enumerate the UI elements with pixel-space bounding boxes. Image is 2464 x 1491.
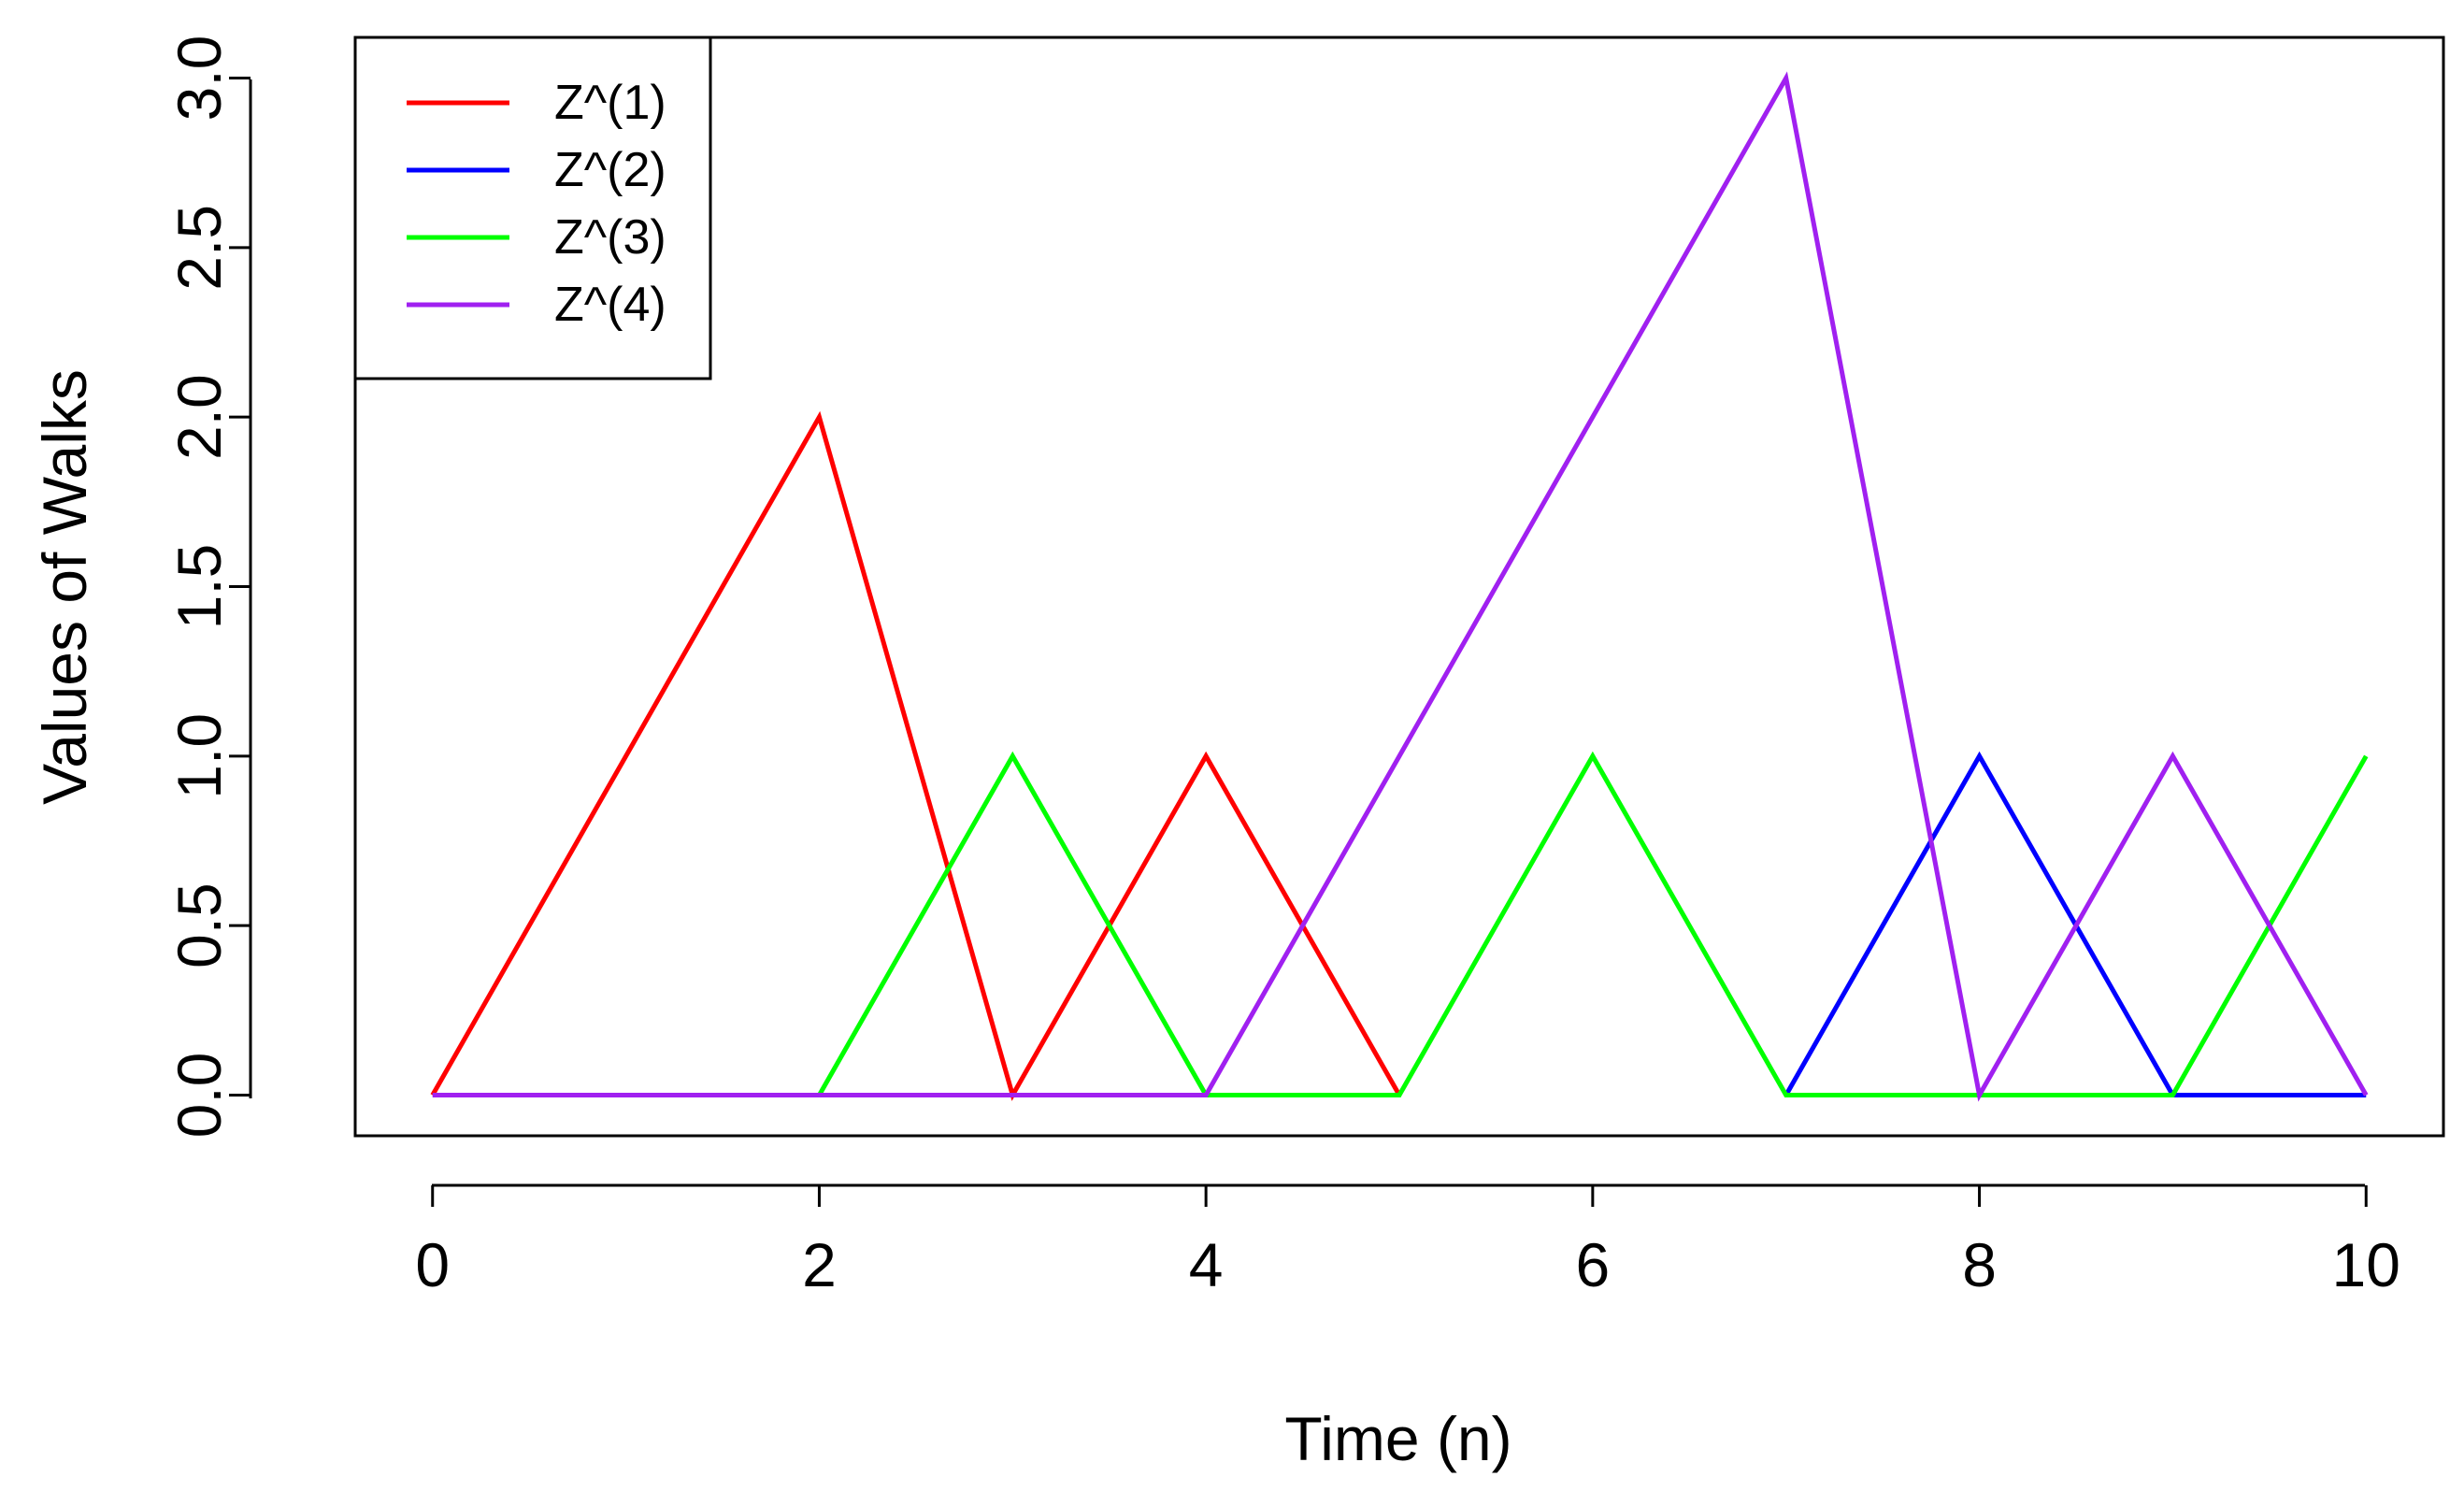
x-axis: 0 2 4 6 8 10 (415, 1183, 2400, 1299)
x-tick-label: 2 (802, 1230, 837, 1299)
x-axis-title: Time (n) (1284, 1404, 1511, 1473)
x-tick-label: 8 (1962, 1230, 1997, 1299)
series-4 (432, 71, 2369, 1102)
series-layer (430, 71, 2369, 1102)
legend-label: Z^(4) (554, 278, 666, 332)
x-tick-label: 4 (1189, 1230, 1224, 1299)
y-tick-label: 1.0 (165, 713, 234, 799)
y-ticks: 0.0 0.5 1.0 1.5 2.0 2.5 3.0 (165, 36, 251, 1139)
series-3 (817, 751, 2369, 1097)
x-tick-label: 6 (1575, 1230, 1610, 1299)
y-tick-label: 1.5 (165, 544, 234, 630)
series-line (817, 751, 2369, 1097)
y-axis: 0.0 0.5 1.0 1.5 2.0 2.5 3.0 (165, 36, 252, 1139)
y-tick-label: 2.5 (165, 205, 234, 291)
x-ticks: 0 2 4 6 8 10 (415, 1185, 2400, 1299)
x-tick-label: 0 (415, 1230, 450, 1299)
y-tick-label: 2.0 (165, 374, 234, 460)
legend-label: Z^(1) (554, 76, 666, 130)
legend-items: Z^(1) Z^(2) Z^(3) Z^(4) (407, 76, 666, 332)
series-line (430, 410, 1402, 1101)
y-tick-label: 3.0 (165, 36, 234, 122)
x-tick-label: 10 (2332, 1230, 2400, 1299)
y-tick-label: 0.5 (165, 882, 234, 968)
legend-box (353, 36, 712, 380)
plot-box (353, 36, 2445, 1138)
y-tick-label: 0.0 (165, 1053, 234, 1139)
legend-label: Z^(3) (554, 210, 666, 265)
y-axis-title: Values of Walks (30, 369, 99, 805)
series-line (432, 71, 2369, 1102)
series-1 (430, 410, 1402, 1101)
legend-label: Z^(2) (554, 143, 666, 197)
legend: Z^(1) Z^(2) Z^(3) Z^(4) (353, 36, 712, 380)
